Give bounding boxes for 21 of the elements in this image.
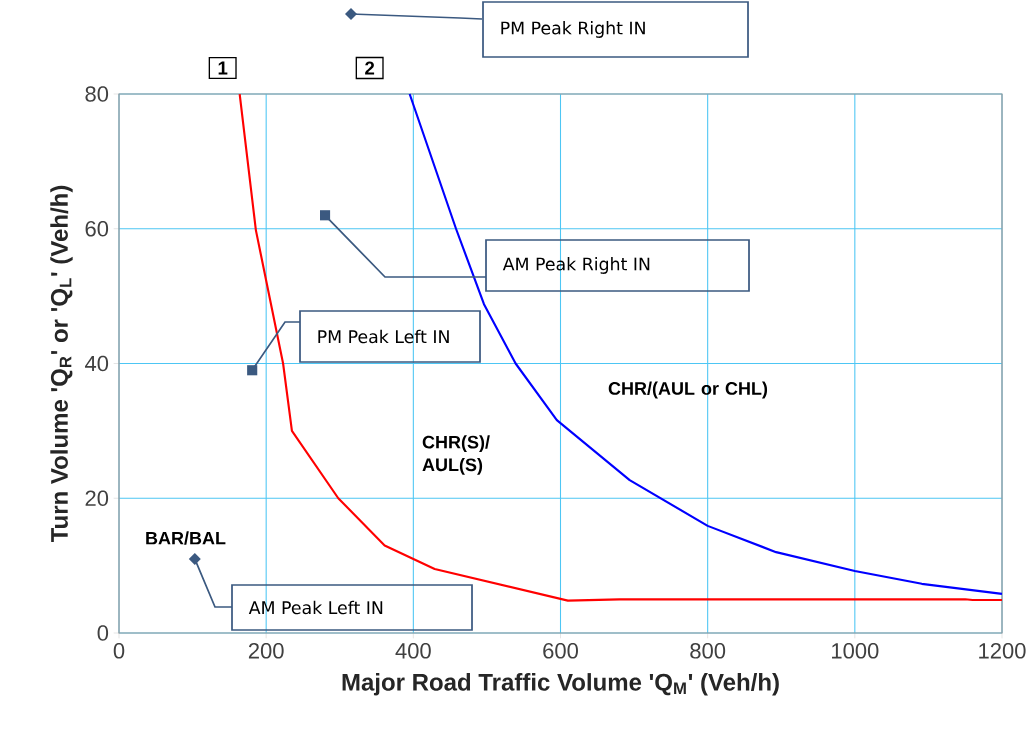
x-tick-label: 600 (543, 643, 578, 659)
x-tick-label: 400 (395, 643, 431, 659)
x-tick-label: 800 (690, 643, 726, 659)
line-series (238, 92, 1004, 602)
y-tick-label: 20 (85, 490, 109, 507)
x-tick-label: 0 (113, 643, 125, 659)
x-tick-label: 200 (248, 643, 284, 659)
x-tick-label: 1200 (979, 643, 1026, 659)
x-axis-title: Major Road Traffic Volume 'Q$_{M}$' (Veh/h) (342, 673, 779, 696)
series-label: 1 (218, 61, 228, 75)
annotation: BAR/BAL (146, 531, 226, 545)
annotation: CHR(S)/ AUL(S) (422, 435, 490, 475)
text: PM Peak Right IN (501, 21, 645, 38)
y-axis-title: Turn Volume 'Q$_{R}$' or 'Q$_{L}$' (Veh/h) (50, 185, 73, 543)
y-tick-label: 0 (97, 625, 109, 641)
y-tick-label: 80 (85, 86, 109, 102)
y-tick-label: 60 (85, 220, 109, 237)
text: 2 (365, 61, 375, 75)
y-tick-label: 40 (84, 355, 109, 372)
x-tick-label: 1000 (832, 643, 879, 659)
annotation: AM Peak Left IN (248, 600, 383, 615)
